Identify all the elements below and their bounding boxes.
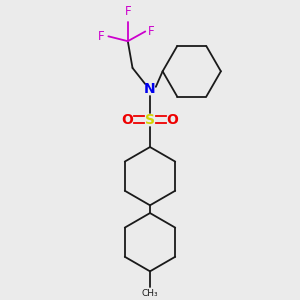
Text: O: O <box>167 113 178 127</box>
Text: S: S <box>145 113 155 127</box>
Text: F: F <box>124 5 131 18</box>
Text: F: F <box>98 30 104 43</box>
Text: F: F <box>148 25 155 38</box>
Text: N: N <box>144 82 156 96</box>
Text: O: O <box>122 113 134 127</box>
Text: CH₃: CH₃ <box>142 289 158 298</box>
